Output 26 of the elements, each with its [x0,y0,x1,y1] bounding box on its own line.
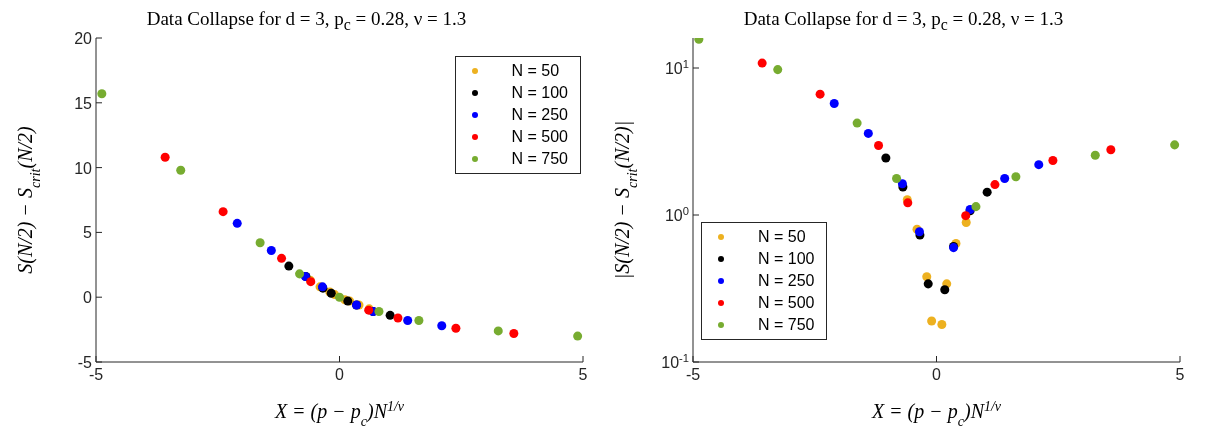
y-tick-label: 15 [74,94,93,112]
x-axis-title: X = (p − p$_{c}$)N$^{1/ν}$ [273,398,405,429]
chart-title: Data Collapse for d = 3, p$_{c}$ = 0.28, ν = 1.3 [146,8,467,33]
x-axis-title: X = (p − p$_{c}$)N$^{1/ν}$ [870,398,1002,429]
y-tick-label: 10$^{1}$ [664,58,689,78]
x-tick-label: 0 [932,366,942,383]
legend-label: N = 500 [758,293,815,313]
y-tick-label: 5 [83,224,93,242]
legend-label: N = 50 [758,227,806,247]
x-tick-label: 5 [578,366,588,383]
legend-label: N = 750 [511,149,568,169]
y-tick-label: -5 [77,354,93,371]
legend-label: N = 100 [758,249,815,269]
y-tick-label: 20 [74,30,93,47]
legend-label: N = 50 [511,61,560,81]
y-tick-label: 10 [74,159,93,177]
legend-label: N = 750 [758,315,815,335]
y-tick-label: 0 [83,289,93,307]
chart-title: Data Collapse for d = 3, p$_{c}$ = 0.28, ν = 1.3 [742,8,1065,33]
x-tick-label: 5 [1175,366,1185,383]
legend-label: N = 500 [511,127,568,147]
x-tick-label: 0 [335,366,345,383]
y-tick-label: 10$^{0}$ [664,205,689,224]
legend-label: N = 250 [758,271,815,291]
legend-label: N = 250 [511,105,568,125]
legend-label: N = 100 [511,83,568,103]
